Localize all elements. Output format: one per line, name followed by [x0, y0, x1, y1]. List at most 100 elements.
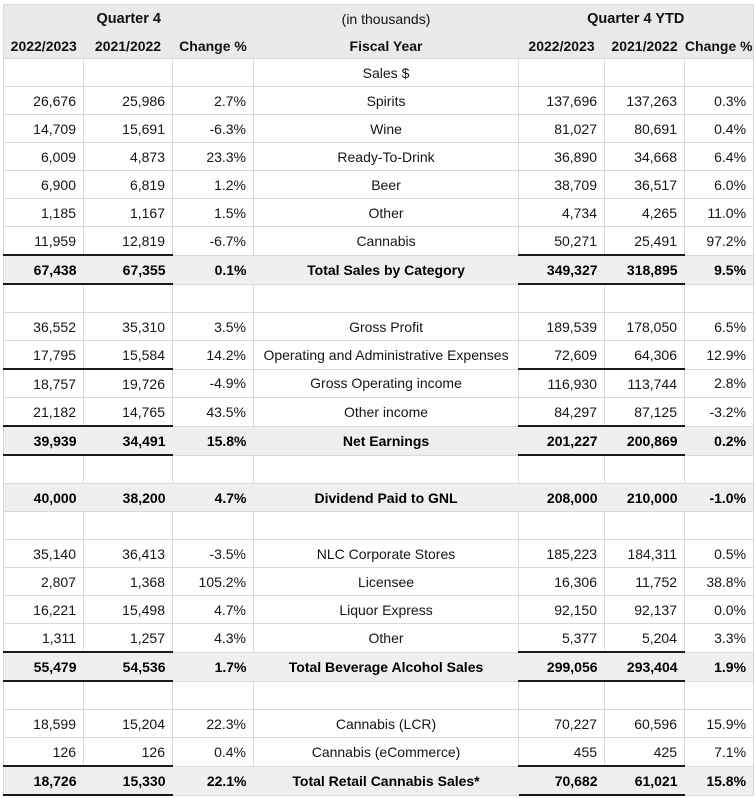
quarter4-group-header: Quarter 4 [3, 4, 254, 33]
table-row-operating-and-administrative-expenses: 17,795 15,584 14.2% Operating and Administr… [3, 340, 755, 370]
value-cell: 50,271 [518, 226, 606, 256]
value-cell [684, 454, 755, 484]
value-cell: 15,691 [83, 114, 173, 143]
group-header-row: Quarter 4 (in thousands) Quarter 4 YTD [3, 4, 754, 33]
value-cell: 1,167 [83, 198, 173, 227]
value-cell [604, 511, 686, 540]
row-label-cell: Total Retail Cannabis Sales* [253, 765, 519, 796]
value-cell: 11,752 [604, 567, 686, 596]
value-cell: 0.2% [684, 425, 754, 456]
value-cell: 22.1% [172, 765, 254, 796]
value-cell: 19,726 [83, 368, 173, 398]
table-row-cannabis: 11,959 12,819 -6.7% Cannabis 50,271 25,491 97.… [3, 226, 755, 256]
value-cell: 178,050 [604, 312, 686, 341]
col-header-ytd-2021-2022: 2021/2022 [604, 33, 685, 59]
value-cell: 5,204 [604, 623, 686, 653]
row-label-cell [253, 454, 520, 484]
value-cell: 34,668 [604, 142, 686, 171]
spacer-row [3, 680, 755, 710]
value-cell [171, 58, 255, 87]
value-cell: 97.2% [684, 226, 755, 256]
value-cell: 6,009 [3, 142, 84, 171]
table-row-net-earnings: 39,939 34,491 15.8% Net Earnings 201,227 200,… [3, 425, 754, 456]
value-cell: 4,734 [518, 198, 606, 227]
table-row-gross-profit: 36,552 35,310 3.5% Gross Profit 189,539 178,0… [3, 312, 755, 341]
value-cell: 15,330 [83, 765, 173, 796]
value-cell: -3.5% [171, 539, 255, 568]
row-label-cell: Gross Operating income [253, 368, 520, 398]
value-cell: 208,000 [518, 483, 605, 512]
value-cell: 293,404 [604, 651, 685, 682]
value-cell: 22.3% [171, 709, 255, 738]
value-cell: 0.4% [684, 114, 755, 143]
value-cell: 1,257 [83, 623, 173, 653]
value-cell: 126 [3, 737, 84, 767]
table-row-gross-operating-income: 18,757 19,726 -4.9% Gross Operating income 1… [3, 368, 755, 398]
value-cell: 318,895 [604, 254, 685, 285]
value-cell: -6.7% [171, 226, 255, 256]
value-cell: 35,310 [83, 312, 173, 341]
value-cell: 1,311 [3, 623, 84, 653]
value-cell: 4,265 [604, 198, 686, 227]
table-row-cannabis-lcr: 18,599 15,204 22.3% Cannabis (LCR) 70,227 60,… [3, 709, 755, 738]
table-row-total-sales-by-category: 67,438 67,355 0.1% Total Sales by Category 3… [3, 254, 754, 285]
value-cell: 137,263 [604, 86, 686, 115]
col-header-q4-2022-2023: 2022/2023 [3, 33, 84, 59]
value-cell: 35,140 [3, 539, 84, 568]
value-cell [171, 680, 255, 710]
value-cell: 425 [604, 737, 686, 767]
value-cell [83, 680, 173, 710]
row-label-cell: Cannabis (LCR) [253, 709, 520, 738]
value-cell: 11.0% [684, 198, 755, 227]
value-cell: 14.2% [171, 340, 255, 370]
value-cell: 2,807 [3, 567, 84, 596]
quarter4-ytd-group-header: Quarter 4 YTD [518, 4, 754, 33]
value-cell: 185,223 [518, 539, 606, 568]
value-cell: 36,890 [518, 142, 606, 171]
value-cell: 1,368 [83, 567, 173, 596]
value-cell: 23.3% [171, 142, 255, 171]
value-cell: 0.1% [172, 254, 254, 285]
value-cell: 15.8% [684, 765, 754, 796]
col-header-ytd-change-pct: Change % [684, 33, 754, 59]
table-row-cannabis-ecommerce: 126 126 0.4% Cannabis (eCommerce) 455 425 7.1% [3, 737, 755, 767]
value-cell [3, 454, 84, 484]
value-cell [83, 283, 173, 313]
value-cell [518, 58, 606, 87]
value-cell: 18,726 [3, 765, 84, 796]
value-cell: 116,930 [518, 368, 606, 398]
value-cell [604, 58, 686, 87]
value-cell: 12,819 [83, 226, 173, 256]
value-cell: 36,552 [3, 312, 84, 341]
value-cell: 81,027 [518, 114, 606, 143]
value-cell [171, 511, 255, 540]
table-row-total-retail-cannabis-sales: 18,726 15,330 22.1% Total Retail Cannabis S… [3, 765, 754, 796]
value-cell: 7.1% [684, 737, 755, 767]
value-cell: 70,682 [518, 765, 605, 796]
value-cell: 15,584 [83, 340, 173, 370]
value-cell: 299,056 [518, 651, 605, 682]
spacer-row [3, 454, 755, 484]
value-cell: 5,377 [518, 623, 606, 653]
row-label-cell: Cannabis [253, 226, 520, 256]
value-cell: 18,599 [3, 709, 84, 738]
value-cell: 3.3% [684, 623, 755, 653]
value-cell [83, 58, 173, 87]
value-cell: -4.9% [171, 368, 255, 398]
value-cell: 1.9% [684, 651, 754, 682]
value-cell: 14,765 [83, 397, 173, 427]
table-header: Quarter 4 (in thousands) Quarter 4 YTD 2… [3, 4, 754, 59]
column-header-row: 2022/2023 2021/2022 Change % Fiscal Year… [3, 33, 754, 59]
table-row-liquor-express: 16,221 15,498 4.7% Liquor Express 92,150 92,1… [3, 595, 755, 624]
value-cell: 80,691 [604, 114, 686, 143]
value-cell: 6.4% [684, 142, 755, 171]
value-cell: 54,536 [83, 651, 173, 682]
row-label-cell: Ready-To-Drink [253, 142, 520, 171]
value-cell: 26,676 [3, 86, 84, 115]
value-cell: 67,355 [83, 254, 173, 285]
row-label-cell: NLC Corporate Stores [253, 539, 520, 568]
value-cell [171, 454, 255, 484]
row-label-cell: Total Sales by Category [253, 254, 519, 285]
value-cell: 16,306 [518, 567, 606, 596]
table-row-other: 1,311 1,257 4.3% Other 5,377 5,204 3.3% [3, 623, 755, 653]
